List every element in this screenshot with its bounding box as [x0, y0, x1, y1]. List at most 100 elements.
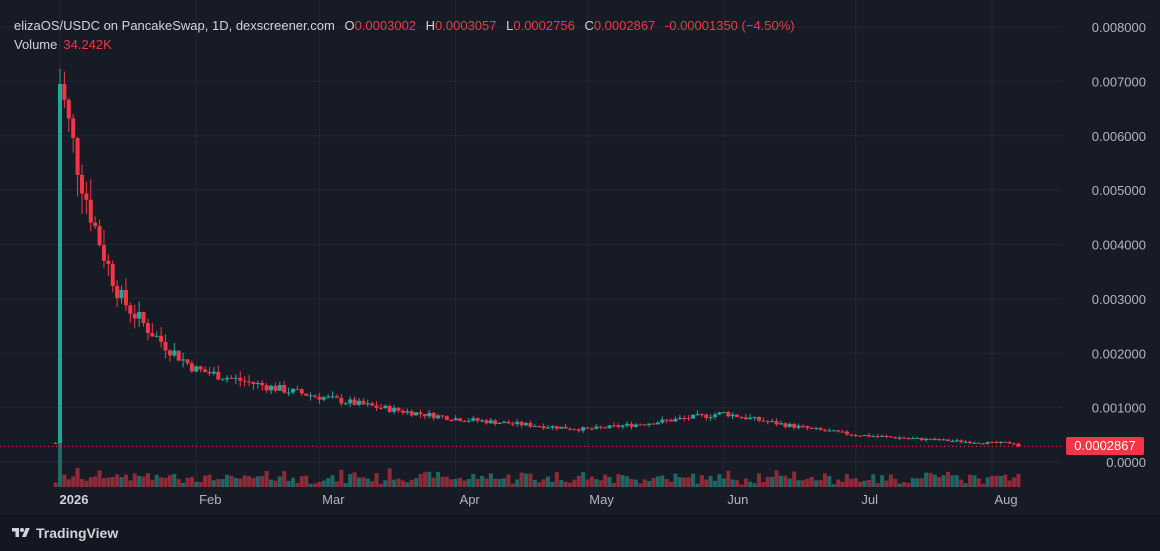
candle-body	[436, 415, 441, 419]
volume-bar	[963, 483, 968, 487]
y-tick-label: 0.003000	[1092, 292, 1146, 307]
x-tick-label: Jul	[861, 492, 878, 507]
volume-bar	[629, 478, 634, 487]
volume-bar	[792, 471, 797, 487]
volume-bar	[576, 475, 581, 487]
volume-bar	[664, 479, 669, 487]
volume-bar	[356, 477, 361, 487]
candle-body	[163, 341, 168, 351]
volume-bar	[440, 476, 445, 487]
volume-bar	[220, 478, 225, 487]
volume-bar	[264, 471, 269, 487]
volume-bar	[950, 475, 955, 487]
volume-bar	[783, 475, 788, 487]
candle-body	[141, 311, 146, 324]
volume-bar	[585, 479, 590, 487]
volume-bar	[462, 480, 467, 487]
candle-body	[387, 405, 392, 412]
volume-bar	[836, 479, 841, 487]
volume-bar	[981, 483, 986, 487]
candle-body	[159, 335, 164, 342]
volume-bar	[959, 479, 964, 487]
candle-body	[97, 226, 102, 246]
volume-bar	[840, 481, 845, 487]
volume-bar	[946, 471, 951, 487]
volume-bar	[339, 469, 344, 487]
candle-body	[374, 405, 379, 408]
candle-body	[946, 439, 951, 442]
volume-bar	[642, 479, 647, 487]
candle-body	[985, 441, 990, 444]
candle-body	[796, 425, 801, 428]
candle-body	[370, 403, 375, 406]
candle-body	[220, 379, 225, 381]
volume-bar	[822, 473, 827, 487]
candle-body	[726, 412, 731, 417]
volume-bar	[484, 478, 489, 487]
volume-bar	[291, 477, 295, 487]
volume-bar	[721, 478, 726, 487]
volume-bar	[233, 478, 238, 487]
volume-bar	[312, 483, 317, 487]
volume-bar	[704, 479, 709, 487]
candlestick-chart[interactable]: 0.008000 0.007000 0.006000 0.005000 0.004000…	[0, 0, 1160, 515]
candle-body	[181, 359, 186, 361]
candle-body	[392, 407, 397, 412]
volume-bar	[937, 477, 942, 487]
candle-body	[1007, 442, 1012, 444]
candle-body	[453, 418, 458, 421]
chart-panel[interactable]: 0.008000 0.007000 0.006000 0.005000 0.004000…	[0, 0, 1160, 515]
volume-bar	[941, 475, 946, 487]
volume-bar	[387, 468, 392, 487]
volume-bar	[866, 480, 871, 487]
volume-bar	[277, 476, 282, 487]
volume-bar	[1016, 473, 1021, 487]
volume-bar	[145, 473, 150, 487]
volume-bar	[968, 474, 973, 487]
candle-body	[115, 285, 120, 299]
volume-bar	[827, 476, 832, 487]
candle-body	[849, 434, 854, 436]
candle-body	[449, 419, 454, 421]
volume-bar	[691, 473, 696, 487]
volume-bar	[115, 474, 120, 487]
volume-bar	[761, 482, 766, 487]
candle-body	[233, 377, 238, 379]
candle-body	[739, 417, 744, 419]
candle-body	[906, 438, 911, 440]
volume-bar	[545, 476, 550, 487]
volume-bar	[269, 479, 274, 487]
volume-bar	[717, 474, 722, 487]
candle-body	[814, 427, 819, 429]
x-tick-label: Aug	[994, 492, 1017, 507]
volume-bar	[66, 479, 71, 487]
volume-bar	[132, 473, 137, 487]
candle-body	[735, 414, 740, 418]
volume-bar	[765, 476, 770, 487]
candle-body	[282, 384, 287, 393]
x-tick-label: 2026	[60, 492, 89, 507]
volume-bar	[809, 477, 814, 487]
tradingview-branding[interactable]: TradingView	[12, 524, 118, 542]
candle-body	[981, 443, 986, 445]
candle-body	[743, 417, 748, 420]
candle-body	[88, 199, 93, 223]
candle-body	[480, 420, 485, 422]
candle-body	[875, 436, 880, 438]
volume-bar	[119, 477, 124, 487]
grid-lines	[0, 0, 1062, 488]
volume-bar	[669, 481, 674, 487]
volume-bar	[985, 477, 990, 487]
candle-body	[326, 396, 331, 398]
candle-body	[550, 426, 555, 428]
candle-body	[330, 396, 335, 398]
candle-body	[84, 193, 89, 200]
volume-bar	[299, 476, 304, 487]
candle-body	[58, 83, 62, 443]
candle-body	[994, 441, 999, 443]
volume-bar	[396, 478, 401, 487]
candle-body	[203, 369, 208, 373]
volume-bar	[528, 473, 533, 487]
candle-body	[409, 411, 414, 416]
candle-body	[620, 425, 625, 427]
